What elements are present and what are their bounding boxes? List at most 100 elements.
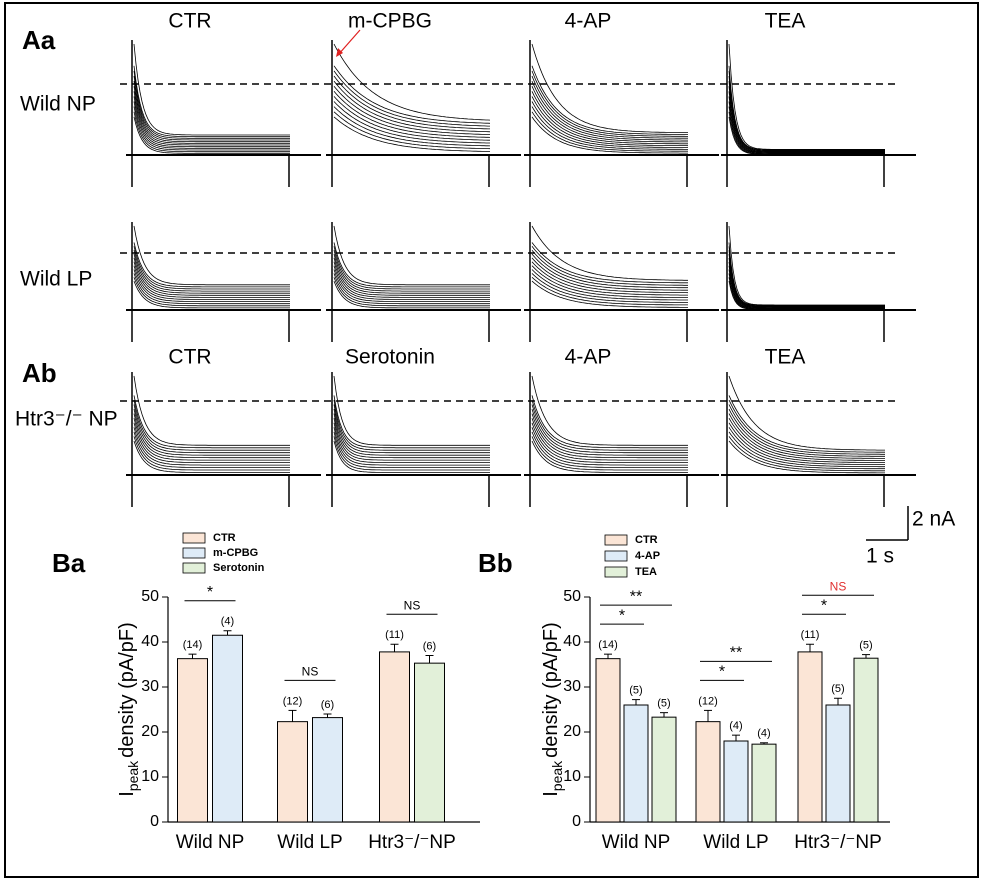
row-label: Wild LP	[20, 268, 92, 291]
y-axis-label-part: peak	[549, 760, 565, 791]
current-trace	[133, 409, 290, 456]
column-title: TEA	[765, 346, 806, 369]
current-trace	[728, 395, 885, 453]
bar	[695, 721, 721, 823]
current-trace	[133, 101, 290, 149]
n-label: (6)	[321, 699, 334, 711]
bar	[379, 651, 410, 823]
y-tick-label: 50	[141, 588, 159, 605]
current-trace	[333, 116, 490, 152]
current-trace	[531, 404, 688, 454]
significance-label: NS	[404, 598, 421, 612]
current-trace	[531, 249, 688, 289]
panel-label: Aa	[22, 25, 56, 55]
legend-label: m-CPBG	[213, 547, 258, 559]
current-trace	[531, 101, 688, 148]
current-trace	[133, 375, 290, 446]
current-trace	[133, 436, 290, 471]
current-trace	[728, 422, 885, 465]
current-trace	[728, 96, 885, 154]
current-trace	[728, 265, 885, 309]
current-trace	[531, 413, 688, 459]
n-label: (6)	[423, 640, 436, 652]
column-title: 4-AP	[565, 10, 612, 33]
current-trace	[333, 273, 490, 305]
current-trace	[728, 70, 885, 151]
y-tick-label: 0	[150, 813, 159, 830]
current-trace	[728, 436, 885, 472]
current-trace	[531, 253, 688, 291]
current-trace	[333, 280, 490, 309]
current-trace	[133, 43, 290, 136]
bar	[797, 651, 823, 823]
current-trace	[531, 427, 688, 466]
current-trace	[728, 413, 885, 461]
current-trace	[333, 265, 490, 300]
arrow	[337, 29, 361, 56]
column-title: CTR	[168, 346, 211, 369]
y-axis-label-part: I	[540, 791, 562, 797]
column-title: CTR	[168, 10, 211, 33]
current-trace	[728, 43, 885, 150]
current-trace	[333, 65, 491, 124]
current-trace	[728, 261, 885, 308]
current-trace	[133, 277, 290, 307]
current-trace	[133, 404, 290, 454]
legend-swatch	[604, 550, 628, 562]
current-trace	[531, 399, 688, 451]
x-tick-label: Wild NP	[176, 832, 245, 853]
current-trace	[728, 106, 885, 154]
n-label: (14)	[598, 639, 618, 651]
current-trace	[531, 395, 688, 449]
n-label: (11)	[801, 629, 820, 641]
current-trace	[133, 81, 290, 143]
current-trace	[133, 265, 290, 300]
current-trace	[728, 111, 885, 155]
bar	[277, 721, 308, 823]
current-trace	[728, 91, 885, 153]
current-trace	[531, 277, 688, 306]
current-trace	[333, 91, 491, 138]
n-label: (12)	[698, 695, 718, 707]
current-trace	[531, 106, 688, 150]
current-trace	[133, 116, 290, 154]
x-tick-label: Wild LP	[703, 832, 768, 853]
n-label: (14)	[183, 639, 203, 651]
current-trace	[333, 440, 490, 473]
current-trace	[133, 399, 290, 451]
current-trace	[531, 70, 688, 137]
bar	[825, 704, 851, 823]
bar	[414, 662, 445, 823]
current-trace	[133, 242, 290, 288]
current-trace	[333, 431, 490, 468]
n-label: (5)	[859, 640, 872, 652]
bar	[623, 704, 649, 823]
current-trace	[333, 111, 491, 150]
y-axis-label: Ipeak density (pA/pF)	[116, 622, 140, 797]
current-trace	[133, 280, 290, 309]
current-trace	[531, 96, 689, 147]
current-trace	[531, 111, 688, 152]
y-tick-label: 20	[141, 723, 159, 740]
y-axis-label: Ipeak density (pA/pF)	[540, 622, 564, 797]
panel-label: Ba	[52, 548, 86, 578]
current-trace	[333, 257, 490, 296]
y-tick-label: 50	[563, 588, 581, 605]
significance-label: **	[730, 645, 742, 662]
current-trace	[133, 413, 290, 459]
row-label: Wild NP	[20, 93, 96, 116]
significance-label: **	[630, 588, 642, 605]
current-trace	[531, 246, 688, 286]
column-title: Serotonin	[345, 346, 435, 369]
current-trace	[531, 265, 688, 298]
current-trace	[133, 86, 290, 144]
legend-swatch	[182, 562, 206, 574]
legend-label: 4-AP	[635, 550, 660, 562]
significance-label: *	[207, 584, 213, 601]
current-trace	[333, 96, 490, 141]
current-trace	[133, 106, 290, 151]
x-tick-label: Htr3⁻/⁻NP	[368, 832, 456, 853]
current-trace	[133, 111, 290, 153]
current-trace	[133, 395, 290, 449]
